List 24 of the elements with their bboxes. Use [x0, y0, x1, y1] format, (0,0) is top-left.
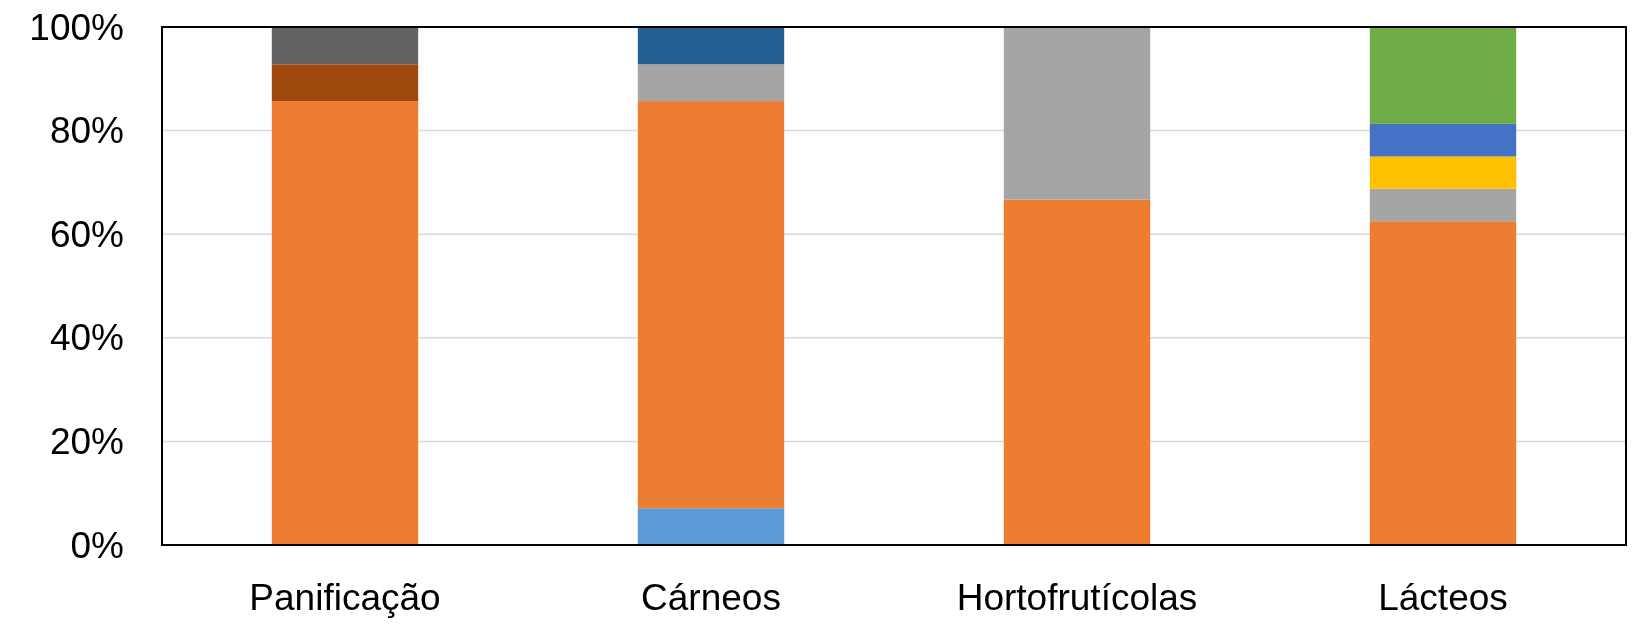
bar — [1369, 221, 1517, 545]
bar — [637, 27, 785, 65]
bar — [271, 27, 419, 65]
x-tick-label: Hortofrutícolas — [956, 576, 1198, 618]
x-tick-label: Lácteos — [1378, 576, 1508, 618]
x-tick-label: Panificação — [249, 576, 441, 618]
y-tick-label: 40% — [49, 317, 124, 359]
bar — [1003, 199, 1151, 545]
bar — [637, 64, 785, 102]
bar — [637, 508, 785, 545]
bar — [1369, 188, 1517, 222]
x-tick-label: Cárneos — [641, 576, 781, 618]
bar — [271, 101, 419, 545]
bar — [1369, 156, 1517, 189]
y-tick-label: 60% — [49, 213, 124, 255]
y-tick-label: 100% — [29, 6, 124, 48]
bar — [1369, 123, 1517, 157]
bar — [637, 101, 785, 509]
y-tick-label: 20% — [49, 420, 124, 462]
y-tick-label: 80% — [49, 110, 124, 152]
y-tick-label: 0% — [70, 524, 124, 566]
bar — [1003, 27, 1151, 200]
bar — [271, 64, 419, 102]
bar — [1369, 27, 1517, 124]
